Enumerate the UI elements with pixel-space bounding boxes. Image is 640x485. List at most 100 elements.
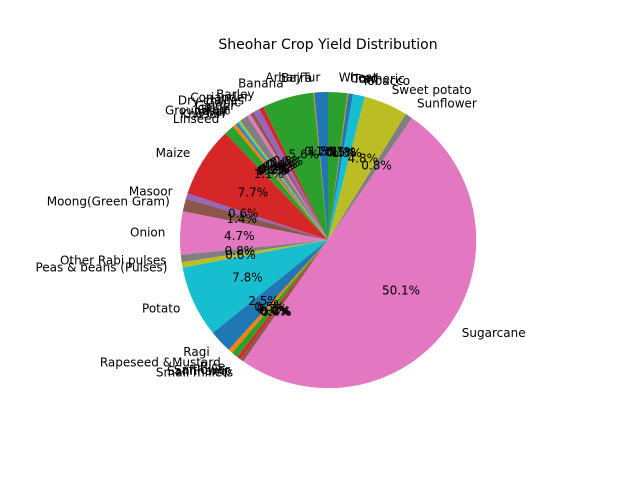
percent-label-ragi: 2.5% <box>248 294 279 308</box>
pie-slice-sweet-potato <box>328 96 406 241</box>
percent-label-barley: 0.5% <box>273 154 304 168</box>
category-label-safflower: Safflower <box>174 363 230 377</box>
category-label-tobacco: Tobacco <box>361 74 410 88</box>
pie-slice-garlic <box>247 114 328 240</box>
percent-label-sunflower: 0.8% <box>361 159 392 173</box>
percent-label-arhar-tur: 1.5% <box>309 144 340 158</box>
pie-slice-groundnut <box>237 121 328 240</box>
percent-label-rice: 0.7% <box>257 302 288 316</box>
percent-labels: 1.5%0.1%5.6%0.5%0.7%0.4%0.4%0.9%0.2%0.2%… <box>224 144 420 319</box>
percent-label-linseed: 1.1% <box>253 167 284 181</box>
percent-label-khesari: 0.4% <box>257 164 288 178</box>
pie-slice-sugarcane <box>243 118 477 389</box>
pie-slice-coriander <box>253 108 328 241</box>
category-label-linseed: Linseed <box>173 112 219 126</box>
percent-label-bajra: 0.1% <box>304 145 335 159</box>
category-label-peas-beans-pulses: Peas & beans (Pulses) <box>35 261 167 275</box>
percent-label-coriander: 0.7% <box>270 155 301 169</box>
pie-slice-barley <box>259 106 328 240</box>
pie-slice-small-millets <box>240 240 328 362</box>
percent-label-other-rabi-pulses: 0.8% <box>225 244 256 258</box>
percent-label-dry-chillies: 0.4% <box>267 157 298 171</box>
category-label-groundnut: Groundnut <box>165 104 229 118</box>
pie-slice-wheat <box>328 92 348 240</box>
category-label-turmeric: Turmeric <box>352 72 405 86</box>
category-label-potato: Potato <box>142 301 180 315</box>
pie-slice-moong-green-gram <box>182 198 328 240</box>
category-label-sunflower: Sunflower <box>417 97 477 111</box>
pie-slice-rice <box>232 240 328 357</box>
pie-slices <box>180 92 477 389</box>
pie-slice-ginger <box>240 116 328 240</box>
category-label-ginger: Ginger <box>195 99 235 113</box>
category-label-small-millets: Small millets <box>156 365 233 379</box>
pie-slice-rapeseed-mustard <box>228 240 328 353</box>
pie-slice-tobacco <box>328 94 365 241</box>
pie-slice-dry-chillies <box>250 112 328 240</box>
category-label-garlic: Garlic <box>206 96 241 110</box>
pie-slice-other-rabi-pulses <box>180 240 328 263</box>
pie-slice-potato <box>182 240 328 333</box>
pie-slice-ragi <box>212 240 328 350</box>
percent-label-gram: 0.2% <box>260 162 291 176</box>
category-label-masoor: Masoor <box>129 185 173 199</box>
percent-label-rapeseed-mustard: 0.5% <box>254 300 285 314</box>
category-label-khesari: Khesari <box>180 107 225 121</box>
category-label-arhar-tur: Arhar/Tur <box>265 70 320 84</box>
percent-label-groundnut: 0.2% <box>259 163 290 177</box>
pie-slice-arhar-tur <box>314 92 328 240</box>
category-label-wheat: Wheat <box>339 71 378 85</box>
percent-label-ginger: 0.9% <box>262 160 293 174</box>
category-label-other-rabi-pulses: Other Rabi pulses <box>60 253 167 267</box>
pie-slice-gram <box>238 120 328 240</box>
category-label-rapeseed-mustard: Rapeseed &Mustard <box>100 356 221 370</box>
percent-label-jowar: 0.2% <box>258 163 289 177</box>
percent-label-sugarcane: 50.1% <box>382 284 420 298</box>
pie-slice-urad <box>328 93 349 240</box>
percent-label-maize: 7.7% <box>238 186 269 200</box>
pie-slice-turmeric <box>328 93 353 240</box>
chart-title: Sheohar Crop Yield Distribution <box>218 37 437 53</box>
category-label-ragi: Ragi <box>183 345 209 359</box>
category-label-gram: Gram <box>197 103 230 117</box>
category-label-coriander: Coriander <box>190 91 249 105</box>
percent-label-onion: 4.7% <box>224 229 255 243</box>
pie-slice-onion <box>180 211 328 255</box>
percent-label-potato: 7.8% <box>232 270 263 284</box>
pie-slice-jowar <box>235 123 328 240</box>
pie-slice-peas-beans-pulses <box>181 240 328 268</box>
percent-label-tobacco: 1.3% <box>331 146 362 160</box>
pie-slice-maize <box>187 133 328 240</box>
pie-slice-sunflower <box>328 114 412 240</box>
percent-label-peas-beans-pulses: 0.6% <box>225 248 256 262</box>
pie-slice-banana <box>263 92 328 240</box>
percent-label-garlic: 0.4% <box>265 158 296 172</box>
category-label-banana: Banana <box>238 76 284 90</box>
percent-label-urad: 0.1% <box>325 145 356 159</box>
percent-label-sannhamp: 0.0% <box>260 305 291 319</box>
percent-label-small-millets: 0.4% <box>261 305 292 319</box>
category-label-moong-green-gram: Moong(Green Gram) <box>47 195 170 209</box>
percent-label-masoor: 0.6% <box>228 207 259 221</box>
category-label-urad: Urad <box>350 72 379 86</box>
category-label-sweet-potato: Sweet potato <box>392 83 472 97</box>
percent-label-sweet-potato: 4.8% <box>348 151 379 165</box>
pie-slice-safflower <box>237 240 328 360</box>
percent-label-banana: 5.6% <box>289 148 320 162</box>
category-label-rice: Rice <box>200 359 226 373</box>
pie-slice-bajra <box>313 92 328 240</box>
category-label-dry-chillies: Dry chillies <box>178 93 244 107</box>
category-label-barley: Barley <box>216 88 254 102</box>
percent-label-wheat: 2.1% <box>319 144 350 158</box>
category-label-sugarcane: Sugarcane <box>462 326 526 340</box>
category-label-bajra: Bajra <box>281 71 312 85</box>
percent-label-turmeric: 0.5% <box>326 145 357 159</box>
category-label-onion: Onion <box>130 225 165 239</box>
category-label-maize: Maize <box>156 146 191 160</box>
percent-label-safflower: 0.4% <box>259 304 290 318</box>
category-label-sannhamp: Sannhamp <box>167 364 231 378</box>
percent-label-moong-green-gram: 1.4% <box>226 212 257 226</box>
